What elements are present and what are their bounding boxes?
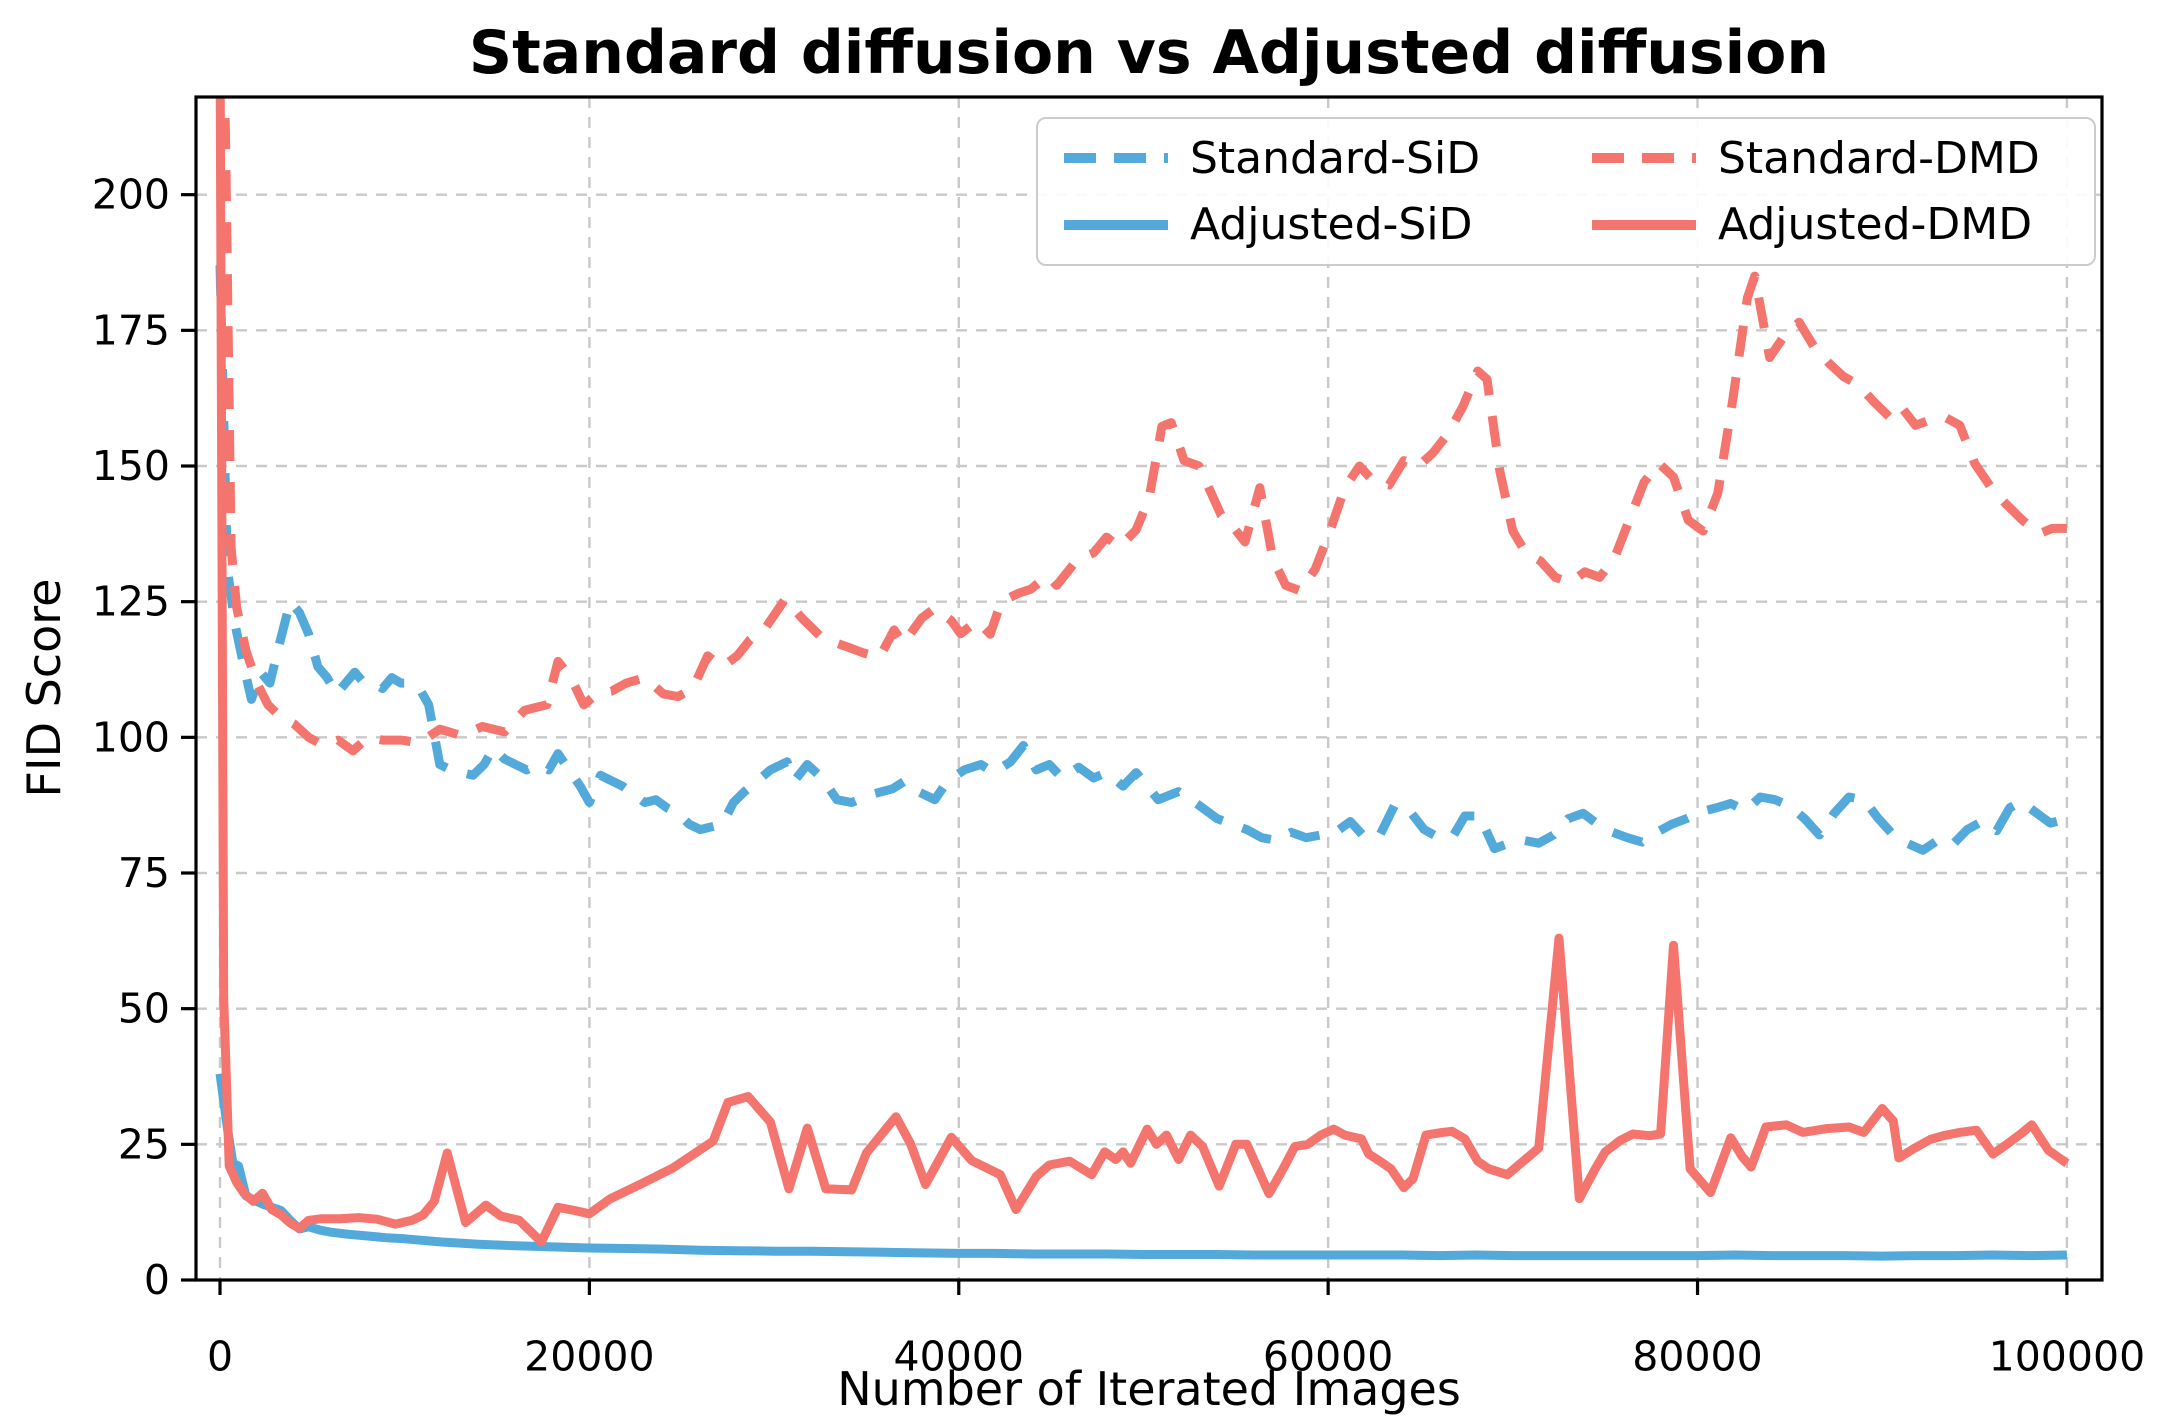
- y-axis-label: FID Score: [17, 578, 71, 798]
- adjusted-sid-line: [215, 1073, 2067, 1261]
- x-axis-label: Number of Iterated Images: [837, 1362, 1461, 1416]
- legend-label: Standard-SiD: [1190, 132, 1481, 184]
- x-tick-label: 100000: [1989, 1332, 2146, 1380]
- y-tick-label: 175: [92, 306, 170, 354]
- x-tick-label: 40000: [894, 1332, 1024, 1380]
- y-tick-label: 0: [144, 1256, 170, 1304]
- x-tick-label: 20000: [524, 1332, 654, 1380]
- x-tick-label: 0: [207, 1332, 233, 1380]
- y-tick-label: 125: [92, 578, 170, 626]
- adjusted-dmd-line: [215, 97, 2070, 1247]
- legend-item-standard-sid: Standard-SiD: [1038, 133, 1566, 184]
- chart-title: Standard diffusion vs Adjusted diffusion: [468, 18, 1830, 88]
- standard-sid-line-swatch: [1064, 153, 1168, 164]
- standard-dmd-line: [220, 97, 2067, 756]
- y-tick-label: 50: [118, 985, 170, 1033]
- legend-label: Adjusted-DMD: [1718, 199, 2033, 251]
- y-tick-label: 150: [92, 442, 170, 490]
- x-tick-label: 80000: [1632, 1332, 1762, 1380]
- legend-item-standard-dmd: Standard-DMD: [1566, 133, 2094, 184]
- standard-sid-line: [215, 265, 2069, 855]
- legend-item-adjusted-sid: Adjusted-SiD: [1038, 199, 1566, 250]
- standard-dmd-line-swatch: [1592, 153, 1696, 164]
- adjusted-sid-line-swatch: [1064, 219, 1168, 230]
- legend-label: Standard-DMD: [1718, 132, 2040, 184]
- plot-border: [194, 95, 2104, 1282]
- y-tick-label: 100: [92, 713, 170, 761]
- adjusted-dmd-line-swatch: [1592, 219, 1696, 230]
- y-tick-label: 200: [92, 171, 170, 219]
- legend-label: Adjusted-SiD: [1190, 199, 1473, 251]
- y-tick-label: 75: [118, 849, 170, 897]
- legend-item-adjusted-dmd: Adjusted-DMD: [1566, 199, 2094, 250]
- legend: Standard-SiD Adjusted-SiD Standard-DMD A…: [1036, 117, 2096, 266]
- x-tick-label: 60000: [1263, 1332, 1393, 1380]
- y-tick-label: 25: [118, 1120, 170, 1168]
